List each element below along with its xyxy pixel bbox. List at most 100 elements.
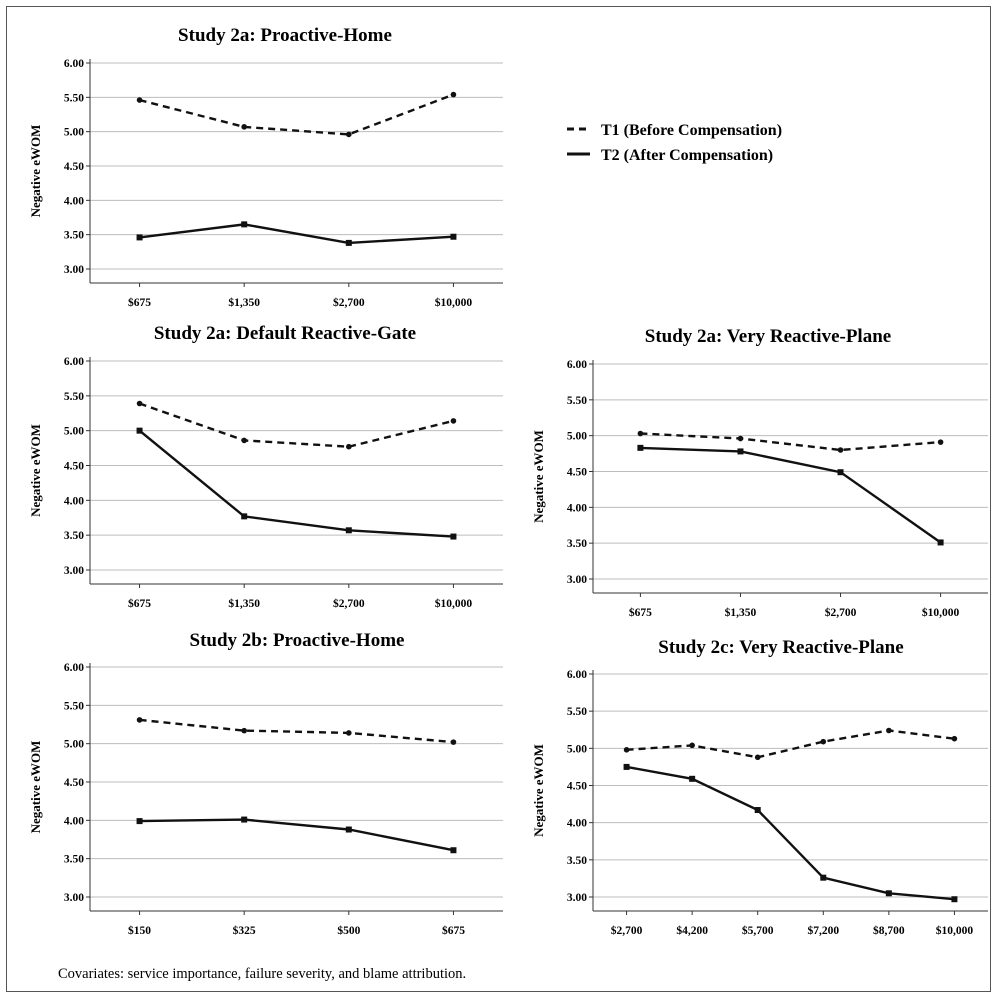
chart-panel-1: Study 2a: Proactive-Home 3.00 3.50 4.00 4.50… (28, 25, 503, 309)
series-line-t2 (138, 429, 454, 538)
data-point-t2 (837, 469, 844, 476)
x-tick-label: $10,000 (936, 924, 974, 937)
data-point-t1 (689, 742, 695, 749)
chart-panel-5: Study 2c: Very Reactive-Plane 3.00 3.50 4.0… (531, 637, 988, 937)
legend: T1 (Before Compensation) T2 (After Compe… (567, 122, 782, 164)
figure-frame (6, 6, 991, 992)
data-point-t2 (623, 763, 630, 770)
data-point-t1 (241, 727, 247, 734)
y-tick-label: 6.00 (567, 669, 587, 681)
data-point-t1 (837, 447, 844, 453)
y-tick-label: 3.00 (567, 892, 587, 904)
data-point-t1 (136, 400, 143, 407)
covariates-note: Covariates: service importance, failure … (58, 966, 467, 982)
y-tick-label: 3.00 (567, 574, 587, 586)
data-point-t1 (450, 418, 457, 424)
chart-panel-2: Study 2a: Default Reactive-Gate 3.00 3.50 4… (28, 323, 503, 610)
y-axis-label: Negative eWOM (28, 424, 43, 517)
y-tick-label: 6.00 (64, 58, 84, 70)
y-tick-label: 4.50 (567, 467, 587, 479)
series-line-t2 (139, 818, 454, 852)
y-tick-label: 5.50 (567, 395, 587, 407)
series-line-t2 (626, 765, 955, 901)
y-tick-label: 5.50 (64, 700, 84, 712)
y-tick-label: 5.00 (64, 739, 84, 751)
y-tick-label: 5.50 (567, 706, 587, 718)
series-line-t2 (640, 446, 942, 544)
y-axis-label: Negative eWOM (531, 744, 546, 837)
x-tick-label: $325 (233, 924, 256, 937)
data-point-t1 (241, 437, 247, 444)
y-tick-label: 6.00 (64, 662, 84, 674)
x-tick-label: $675 (442, 924, 465, 937)
x-tick-label: $675 (128, 597, 151, 610)
chart-title: Study 2a: Default Reactive-Gate (154, 323, 416, 344)
x-tick-label: $1,350 (228, 597, 260, 610)
y-axis-label: Negative eWOM (531, 430, 546, 523)
y-tick-label: 5.00 (64, 127, 84, 139)
y-tick-label: 4.50 (64, 777, 84, 789)
data-point-t1 (346, 730, 352, 736)
x-tick-label: $2,700 (333, 296, 365, 309)
data-point-t1 (886, 727, 892, 734)
data-point-t2 (241, 513, 248, 520)
x-tick-label: $2,700 (611, 924, 643, 937)
legend-t2-label: T2 (After Compensation) (601, 147, 773, 164)
data-point-t2 (450, 533, 457, 540)
y-tick-label: 4.50 (64, 461, 84, 473)
x-tick-label: $10,000 (922, 606, 960, 619)
data-point-t1 (136, 97, 143, 103)
data-point-t1 (241, 124, 247, 130)
data-point-t2 (136, 234, 143, 241)
x-tick-label: $2,700 (333, 597, 365, 610)
y-tick-label: 6.00 (567, 359, 587, 371)
legend-t1-label: T1 (Before Compensation) (601, 122, 782, 139)
x-tick-label: $675 (629, 606, 652, 619)
series-line-t1 (139, 93, 454, 136)
y-tick-label: 4.00 (64, 195, 84, 207)
data-point-t2 (754, 807, 761, 814)
y-tick-label: 3.50 (64, 854, 84, 866)
series-line-t1 (139, 402, 454, 448)
x-tick-label: $10,000 (435, 296, 473, 309)
x-tick-label: $2,700 (825, 606, 857, 619)
y-tick-label: 4.50 (64, 161, 84, 173)
data-point-t2 (737, 448, 744, 455)
series-line-t1 (640, 432, 941, 452)
y-tick-label: 4.50 (567, 781, 587, 793)
data-point-t2 (345, 527, 352, 534)
x-tick-label: $8,700 (873, 924, 905, 937)
y-tick-label: 4.00 (567, 502, 587, 514)
data-point-t1 (450, 739, 457, 745)
y-tick-label: 3.00 (64, 892, 84, 904)
y-tick-label: 3.50 (567, 538, 587, 550)
y-tick-label: 5.00 (567, 431, 587, 443)
x-tick-label: $10,000 (435, 597, 473, 610)
data-point-t1 (754, 754, 761, 761)
y-tick-label: 5.50 (64, 92, 84, 104)
series-line-t1 (139, 718, 454, 744)
data-point-t2 (136, 818, 143, 825)
y-tick-label: 5.50 (64, 391, 84, 403)
y-tick-label: 3.50 (64, 530, 84, 542)
chart-title: Study 2b: Proactive-Home (190, 630, 405, 651)
x-tick-label: $1,350 (725, 606, 757, 619)
y-tick-label: 4.00 (64, 495, 84, 507)
data-point-t2 (885, 890, 892, 897)
data-point-t1 (937, 439, 944, 445)
y-tick-label: 4.00 (567, 818, 587, 830)
chart-title: Study 2a: Proactive-Home (178, 25, 392, 46)
x-tick-label: $5,700 (742, 924, 774, 937)
data-point-t2 (136, 427, 143, 434)
data-point-t2 (345, 239, 352, 246)
series-line-t1 (626, 729, 955, 759)
data-point-t2 (450, 233, 457, 240)
data-point-t1 (737, 435, 744, 442)
series-line-t2 (139, 223, 454, 245)
y-tick-label: 3.00 (64, 565, 84, 577)
data-point-t2 (345, 826, 352, 833)
y-axis-label: Negative eWOM (28, 741, 43, 834)
data-point-t2 (241, 221, 248, 228)
y-tick-label: 6.00 (64, 356, 84, 368)
